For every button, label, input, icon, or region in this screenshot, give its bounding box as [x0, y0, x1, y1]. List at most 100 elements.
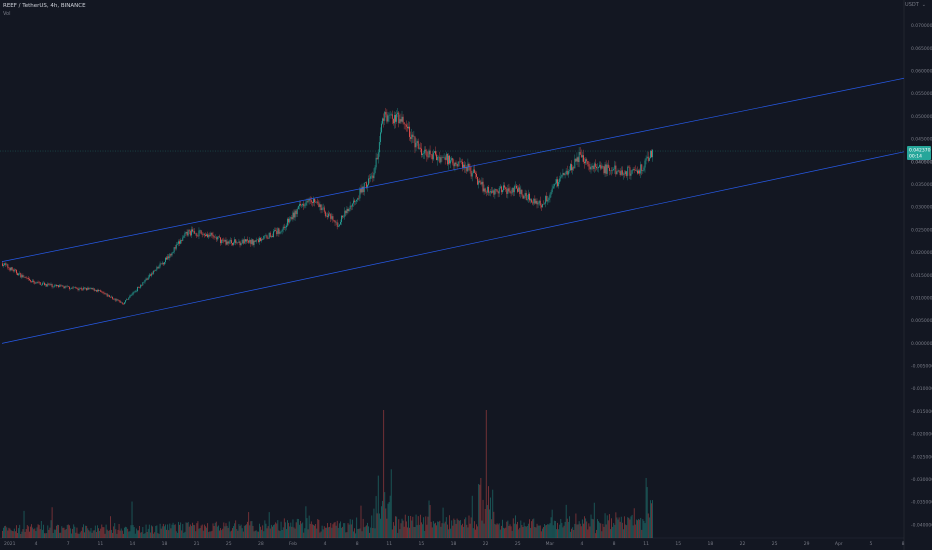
- volume-bar: [202, 530, 204, 538]
- volume-bar: [183, 532, 185, 538]
- candle: [418, 147, 420, 149]
- channel-line-upper[interactable]: [1, 77, 905, 262]
- volume-bar: [106, 529, 108, 538]
- candle: [639, 170, 641, 174]
- volume-bar: [180, 522, 182, 538]
- volume-bar: [571, 528, 573, 538]
- candle: [440, 157, 442, 163]
- volume-bar: [556, 529, 557, 538]
- volume-bar: [302, 522, 304, 538]
- time-axis[interactable]: 2021 4 7 11 14 18 21 25 28 Feb 4 8 11 15 18 22 25 Mar 4 8 11…: [4, 541, 905, 547]
- candle: [224, 240, 226, 242]
- volume-bar: [130, 525, 132, 538]
- volume-bar: [348, 524, 350, 538]
- volume-bar: [341, 527, 342, 538]
- volume-bar: [116, 533, 118, 538]
- candle: [484, 188, 486, 192]
- volume-bar: [14, 531, 16, 538]
- candle: [584, 161, 585, 164]
- candle: [102, 291, 104, 293]
- volume-bar: [431, 527, 433, 538]
- volume-bar: [624, 516, 625, 538]
- candle: [560, 176, 562, 179]
- volume-bar: [304, 528, 306, 538]
- volume-bar: [120, 528, 122, 538]
- candle: [47, 283, 49, 287]
- candle: [416, 141, 418, 143]
- symbol-title[interactable]: REEF / TetherUS, 4h, BINANCE: [3, 3, 86, 9]
- volume-bar: [149, 532, 151, 538]
- candle: [396, 114, 398, 122]
- candle: [306, 200, 308, 203]
- candle: [249, 239, 251, 243]
- volume-bar: [288, 522, 290, 538]
- volume-bar: [498, 523, 500, 538]
- volume-bar: [305, 506, 307, 538]
- volume-bar: [427, 516, 429, 538]
- candle: [459, 161, 461, 163]
- volume-bar: [436, 525, 438, 538]
- volume-bar: [274, 524, 276, 538]
- channel-line-lower[interactable]: [1, 151, 905, 344]
- volume-bar: [437, 521, 439, 538]
- volume-bar: [193, 524, 195, 538]
- candle: [246, 239, 247, 242]
- candle: [188, 230, 190, 232]
- volume-bar: [110, 516, 111, 538]
- candle: [439, 156, 441, 163]
- volume-bar: [480, 477, 482, 538]
- candle: [647, 156, 649, 161]
- candle: [644, 160, 646, 168]
- volume-bar: [448, 529, 449, 538]
- candle: [347, 208, 349, 212]
- time-tick-label: Feb: [289, 541, 297, 547]
- candle: [94, 290, 96, 291]
- currency-selector[interactable]: USDT ⌄: [905, 2, 926, 8]
- candle: [480, 182, 482, 185]
- candle: [174, 247, 176, 249]
- parallel-channel[interactable]: [1, 77, 905, 344]
- volume-bar: [299, 524, 300, 538]
- volume-bar: [289, 526, 291, 538]
- volume-bar: [38, 525, 40, 538]
- volume-bar: [641, 529, 643, 538]
- candle: [60, 285, 62, 286]
- candle: [13, 269, 15, 272]
- time-tick-label: Mar: [546, 541, 555, 547]
- candle: [45, 284, 47, 286]
- volume-bar: [543, 527, 544, 538]
- volume-bar: [253, 531, 255, 538]
- candle: [261, 239, 263, 241]
- volume-bar: [410, 515, 412, 538]
- candle: [365, 182, 367, 188]
- candle: [295, 210, 297, 215]
- volume-bar: [71, 533, 72, 538]
- volume-bar: [282, 527, 284, 538]
- candle: [407, 126, 408, 129]
- volume-bar: [36, 527, 38, 538]
- volume-bar: [456, 518, 458, 538]
- candle: [336, 222, 338, 227]
- candle: [494, 188, 496, 195]
- volume-bar: [234, 523, 236, 538]
- volume-label[interactable]: Vol: [3, 11, 11, 17]
- candle: [637, 170, 638, 174]
- volume-bar: [13, 528, 15, 538]
- volume-bar: [245, 525, 246, 538]
- volume-bar: [259, 523, 260, 538]
- candle: [122, 303, 124, 305]
- candle: [173, 247, 175, 253]
- time-tick-label: 18: [162, 541, 168, 547]
- volume-bar: [328, 527, 330, 538]
- volume-bar: [511, 530, 513, 538]
- volume-bar: [584, 516, 585, 538]
- candle: [198, 230, 200, 237]
- volume-bar: [423, 517, 425, 538]
- price-axis[interactable]: 0.070000 0.065000 0.060000 0.055000 0.050000…: [911, 23, 932, 528]
- volume-bar: [638, 518, 639, 538]
- candle: [324, 211, 326, 217]
- candle: [215, 237, 217, 240]
- volume-bar: [491, 519, 493, 538]
- volume-bar: [250, 521, 252, 538]
